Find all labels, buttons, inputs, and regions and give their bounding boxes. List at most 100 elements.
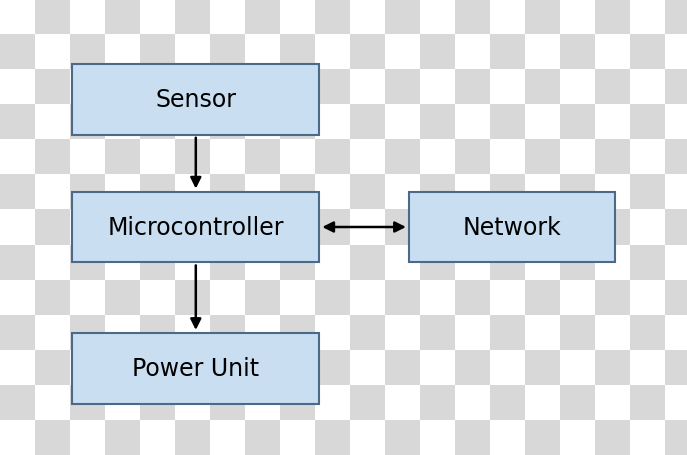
Bar (560, 245, 595, 280)
Bar (630, 0, 665, 35)
Bar (630, 35, 665, 70)
Bar (280, 350, 315, 385)
Bar (105, 175, 140, 210)
Bar (35, 140, 70, 175)
Bar (595, 35, 630, 70)
Bar (210, 315, 245, 350)
Bar (595, 420, 630, 455)
Bar (595, 175, 630, 210)
Bar (175, 315, 210, 350)
Bar (245, 315, 280, 350)
Bar (70, 385, 105, 420)
Bar (245, 280, 280, 315)
Bar (420, 0, 455, 35)
Bar (175, 105, 210, 140)
Bar (175, 0, 210, 35)
Bar (245, 385, 280, 420)
Bar (280, 70, 315, 105)
Bar (175, 70, 210, 105)
Bar (630, 140, 665, 175)
Text: Microcontroller: Microcontroller (108, 216, 284, 239)
Bar (0, 140, 35, 175)
Bar (175, 210, 210, 245)
Text: Sensor: Sensor (155, 88, 236, 112)
Bar (560, 70, 595, 105)
Bar (385, 105, 420, 140)
Bar (420, 350, 455, 385)
Bar (455, 315, 490, 350)
Bar (490, 315, 525, 350)
Bar (350, 280, 385, 315)
Bar (35, 280, 70, 315)
Bar (105, 350, 140, 385)
Bar (595, 210, 630, 245)
Bar (630, 70, 665, 105)
Bar (665, 35, 687, 70)
Bar (105, 385, 140, 420)
Bar (210, 105, 245, 140)
Bar (105, 0, 140, 35)
Bar (560, 105, 595, 140)
Bar (490, 0, 525, 35)
Bar (560, 210, 595, 245)
Bar (175, 420, 210, 455)
Bar (525, 385, 560, 420)
Bar (525, 350, 560, 385)
Bar (35, 210, 70, 245)
Bar (0, 315, 35, 350)
Bar (350, 350, 385, 385)
Bar (595, 315, 630, 350)
Bar (245, 0, 280, 35)
FancyBboxPatch shape (72, 192, 319, 263)
Bar (70, 315, 105, 350)
Bar (350, 175, 385, 210)
Bar (280, 35, 315, 70)
Bar (0, 105, 35, 140)
Bar (210, 420, 245, 455)
Text: Power Unit: Power Unit (132, 357, 260, 380)
Bar (385, 280, 420, 315)
Bar (280, 140, 315, 175)
Bar (245, 420, 280, 455)
Bar (140, 175, 175, 210)
Bar (385, 315, 420, 350)
Bar (210, 280, 245, 315)
Bar (455, 70, 490, 105)
Bar (385, 385, 420, 420)
Bar (455, 175, 490, 210)
Bar (455, 420, 490, 455)
Bar (455, 140, 490, 175)
Bar (0, 385, 35, 420)
Bar (350, 0, 385, 35)
Bar (245, 350, 280, 385)
Bar (665, 210, 687, 245)
Bar (210, 0, 245, 35)
Bar (35, 420, 70, 455)
Bar (665, 280, 687, 315)
Bar (385, 245, 420, 280)
Bar (35, 70, 70, 105)
Bar (175, 385, 210, 420)
Bar (70, 245, 105, 280)
Bar (105, 245, 140, 280)
Bar (315, 210, 350, 245)
Bar (140, 140, 175, 175)
Bar (280, 105, 315, 140)
Bar (630, 385, 665, 420)
Bar (595, 140, 630, 175)
Bar (665, 420, 687, 455)
Bar (490, 35, 525, 70)
Bar (595, 280, 630, 315)
FancyBboxPatch shape (409, 192, 615, 263)
Bar (560, 315, 595, 350)
Bar (0, 0, 35, 35)
Bar (70, 0, 105, 35)
Bar (70, 140, 105, 175)
Bar (175, 140, 210, 175)
Bar (280, 315, 315, 350)
Bar (140, 210, 175, 245)
FancyBboxPatch shape (72, 65, 319, 136)
Bar (385, 420, 420, 455)
Bar (350, 105, 385, 140)
Bar (525, 420, 560, 455)
